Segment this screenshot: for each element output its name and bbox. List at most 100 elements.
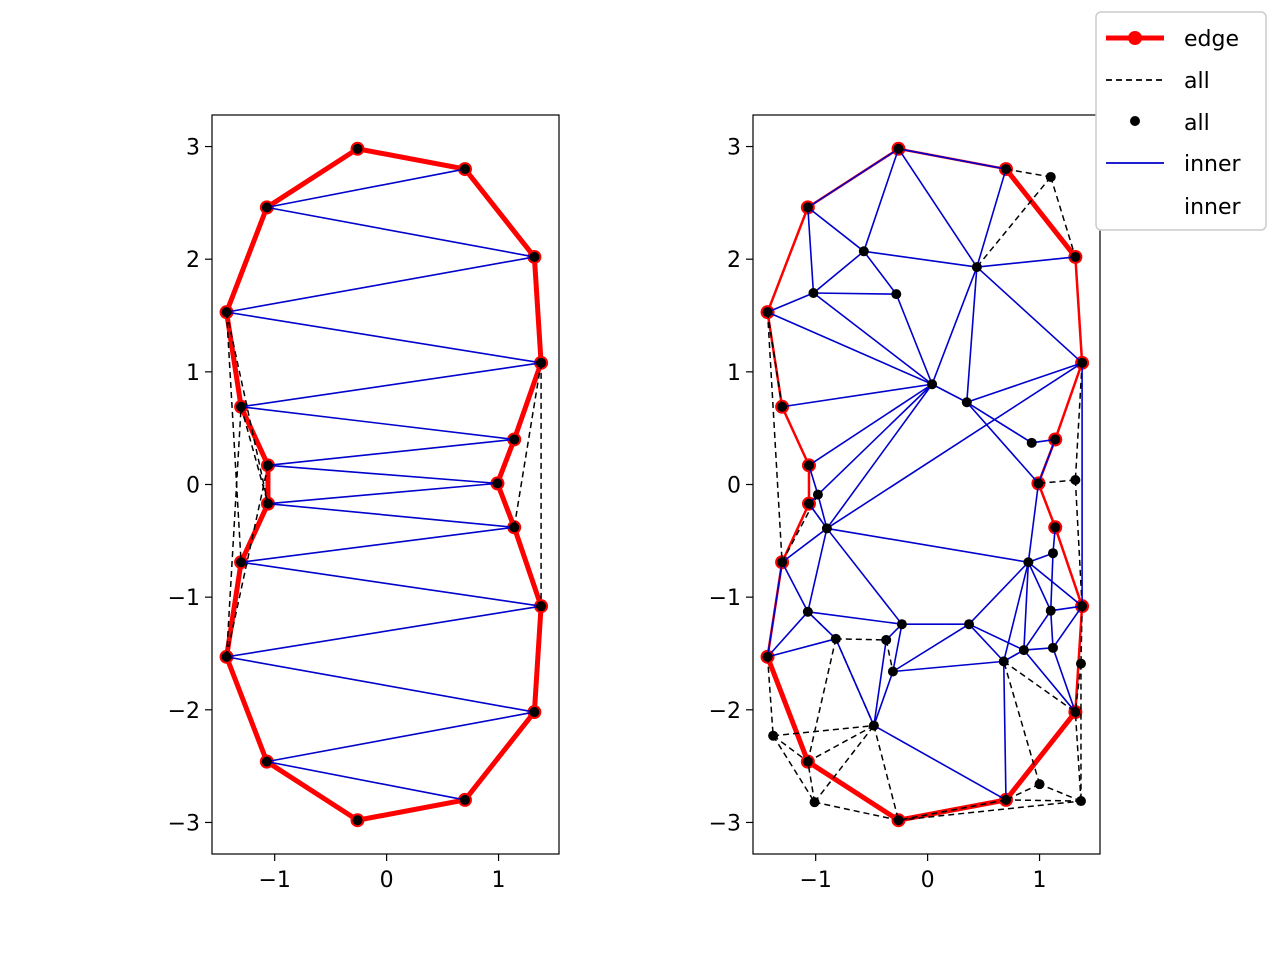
all-point — [459, 794, 470, 805]
all-point — [536, 601, 547, 612]
edge-segment — [224, 204, 270, 315]
y-tick-label: 3 — [727, 136, 741, 161]
inner-segment — [965, 267, 978, 403]
x-tick-label: 1 — [1033, 868, 1047, 893]
all-dashed-segment — [772, 735, 816, 803]
y-tick-label: 2 — [727, 248, 741, 273]
inner-segment — [895, 293, 933, 385]
all-point — [927, 379, 938, 390]
all-point — [961, 397, 972, 408]
inner-segment — [781, 561, 809, 613]
all-dashed-segment — [772, 735, 809, 763]
y-tick-label: −1 — [709, 586, 741, 611]
inner-segment — [812, 292, 933, 385]
inner-segment — [892, 623, 970, 673]
all-dashed-segment — [885, 639, 894, 672]
all-point — [1077, 601, 1088, 612]
all-point — [998, 656, 1009, 667]
legend-label-all-dot: all — [1184, 111, 1210, 136]
all-dashed-segment — [807, 638, 837, 762]
inner-segment — [931, 383, 968, 403]
edge-segment — [355, 146, 468, 172]
all-point — [1070, 474, 1081, 485]
all-point — [802, 756, 813, 767]
y-tick-label: −1 — [168, 586, 200, 611]
edge-segment — [805, 759, 902, 823]
inner-segment — [863, 250, 977, 268]
inner-segment — [966, 401, 1033, 444]
inner-segment — [267, 464, 498, 485]
inner-segment — [1052, 605, 1083, 649]
all-dashed-segment — [813, 725, 875, 803]
all-point — [236, 401, 247, 412]
edge-segment — [264, 759, 361, 823]
legend-edge-marker — [1128, 31, 1142, 45]
all-point — [492, 478, 503, 489]
edge-segment — [1037, 482, 1057, 529]
edge-segment — [224, 654, 270, 765]
legend-frame — [1095, 11, 1267, 231]
inner-segment — [976, 168, 1007, 268]
legend-label-all-dashed: all — [1184, 69, 1210, 94]
inner-segment — [1050, 605, 1083, 612]
inner-segment — [1023, 649, 1076, 713]
all-point — [768, 730, 779, 741]
inner-segment — [976, 266, 1083, 364]
all-point — [762, 307, 773, 318]
edge-segment — [355, 797, 468, 823]
inner-segment — [1023, 610, 1052, 651]
edge-segment — [511, 360, 544, 442]
inner-segment — [1027, 483, 1040, 563]
all-dashed-segment — [1074, 712, 1082, 802]
all-point — [893, 815, 904, 826]
legend-label-inner-line: inner — [1184, 152, 1242, 177]
edge-segment — [462, 166, 537, 260]
inner-segment — [863, 250, 897, 295]
inner-segment — [266, 760, 466, 801]
all-dashed-segment — [1050, 176, 1077, 258]
inner-segment — [1037, 439, 1056, 484]
all-point — [529, 251, 540, 262]
all-dashed-segment — [1038, 479, 1076, 485]
inner-segment — [241, 526, 515, 564]
legend-label-inner-empty: inner — [1184, 195, 1242, 220]
inner-segment — [807, 207, 815, 294]
y-tick-label: 1 — [727, 361, 741, 386]
all-point — [802, 606, 813, 617]
all-point — [808, 287, 819, 298]
inner-segment — [892, 624, 903, 672]
all-point — [236, 557, 247, 568]
all-point — [881, 634, 892, 645]
all-point — [1075, 796, 1086, 807]
all-point — [1047, 642, 1058, 653]
all-point — [887, 666, 898, 677]
all-dashed-segment — [225, 465, 269, 658]
inner-segment — [873, 671, 894, 726]
x-tick-label: −1 — [258, 868, 290, 893]
all-point — [1018, 645, 1029, 656]
edge-segment — [238, 501, 271, 565]
inner-segment — [826, 362, 1083, 530]
y-tick-label: −3 — [709, 811, 741, 836]
y-tick-label: −2 — [709, 699, 741, 724]
y-tick-label: 0 — [727, 474, 741, 499]
inner-segment — [226, 656, 535, 713]
all-point — [891, 289, 902, 300]
edge-segment — [1003, 709, 1078, 803]
inner-segment — [873, 724, 1007, 801]
inner-segment — [240, 362, 542, 408]
all-point — [459, 164, 470, 175]
all-point — [803, 460, 814, 471]
all-dashed-segment — [766, 312, 783, 407]
all-dashed-segment — [1074, 663, 1082, 713]
all-point — [536, 357, 547, 368]
inner-segment — [808, 465, 819, 495]
edge-segment — [238, 404, 271, 468]
inner-segment — [968, 561, 1029, 625]
all-point — [1047, 548, 1058, 559]
y-tick-label: 2 — [186, 248, 200, 273]
left-triangulation-panel: −1 0 1 −3 −2 −1 0 1 2 3 — [168, 114, 560, 893]
edge-segment — [531, 254, 544, 366]
